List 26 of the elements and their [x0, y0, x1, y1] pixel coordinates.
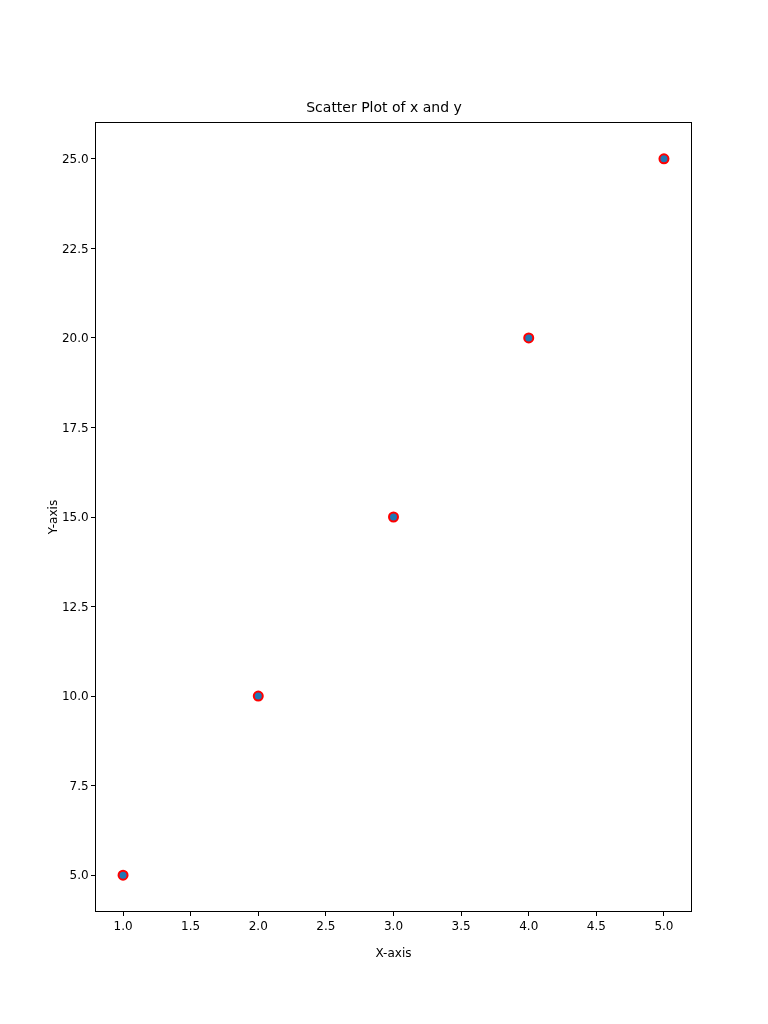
x-tick-label: 2.0	[248, 919, 268, 934]
x-tick-label: 1.5	[181, 919, 201, 934]
x-tick-label: 1.0	[113, 919, 133, 934]
y-tick-label: 10.0	[61, 689, 89, 704]
y-tick-label: 17.5	[61, 420, 89, 435]
point	[658, 153, 670, 165]
point	[252, 690, 264, 702]
x-tick-label: 2.5	[316, 919, 336, 934]
x-tick-label: 5.0	[654, 919, 674, 934]
y-tick-label: 15.0	[61, 510, 89, 525]
x-tick-label: 4.5	[586, 919, 606, 934]
x-tick-label: 3.5	[451, 919, 471, 934]
x-tick-label: 3.0	[383, 919, 404, 934]
y-tick-label: 25.0	[61, 152, 89, 167]
x-axis-title: X-axis	[375, 946, 412, 960]
x-tick-label: 4.0	[519, 919, 539, 934]
y-axis-title: Y-axis	[45, 499, 60, 536]
point	[523, 332, 535, 344]
y-tick-label: 5.0	[69, 868, 89, 883]
y-tick-label: 20.0	[61, 331, 89, 346]
chart-title: Scatter Plot of x and y	[306, 98, 462, 115]
point	[117, 869, 129, 881]
y-tick-label: 12.5	[61, 599, 89, 614]
point	[388, 511, 399, 523]
y-tick-label: 7.5	[69, 778, 89, 793]
y-tick-label: 22.5	[61, 241, 89, 256]
